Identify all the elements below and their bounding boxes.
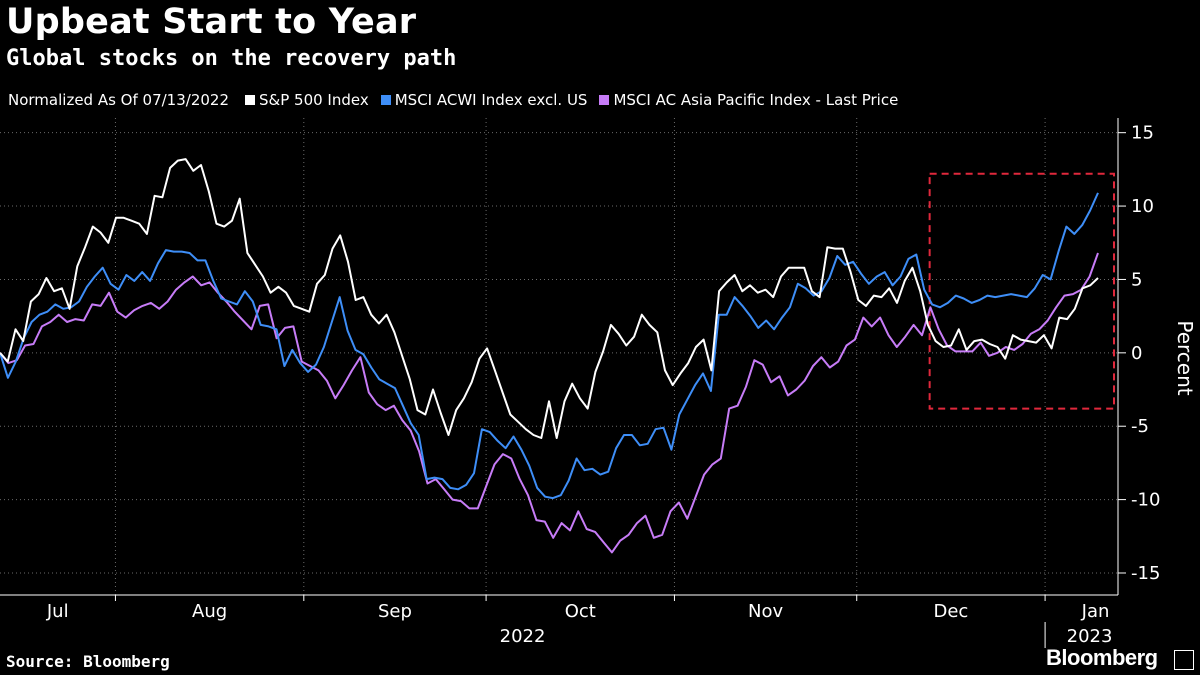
- x-tick-label: Nov: [748, 601, 783, 622]
- sp500-line: [0, 158, 1099, 439]
- source-note: Source: Bloomberg: [6, 652, 170, 671]
- y-tick-label: 10: [1131, 196, 1154, 217]
- highlight-box: [928, 172, 1115, 410]
- legend-label-asia: MSCI AC Asia Pacific Index - Last Price: [613, 91, 899, 109]
- x-tick-label: Sep: [378, 601, 412, 622]
- y-axis-label: Percent: [1173, 320, 1197, 395]
- chart-title: Upbeat Start to Year: [6, 2, 417, 42]
- terminal-icon: [1174, 650, 1194, 670]
- legend-label-sp500: S&P 500 Index: [259, 91, 369, 109]
- chart-subtitle: Global stocks on the recovery path: [6, 46, 457, 71]
- year-label: 2022: [500, 626, 546, 647]
- y-tick-label: 15: [1131, 123, 1154, 144]
- legend-note: Normalized As Of 07/13/2022: [8, 91, 229, 109]
- x-tick-label: Jul: [46, 601, 69, 622]
- y-tick-label: 5: [1131, 269, 1142, 290]
- asia-pacific-line: [0, 252, 1099, 554]
- bloomberg-logo: Bloomberg: [1046, 645, 1158, 670]
- legend-item-sp500[interactable]: S&P 500 Index: [245, 91, 369, 109]
- x-tick-label: Oct: [565, 601, 596, 622]
- y-tick-label: -10: [1131, 490, 1160, 511]
- legend-item-asia[interactable]: MSCI AC Asia Pacific Index - Last Price: [599, 91, 898, 109]
- y-tick-label: -15: [1131, 563, 1160, 584]
- legend: Normalized As Of 07/13/2022 S&P 500 Inde…: [8, 91, 910, 109]
- legend-swatch-sp500: [245, 95, 255, 105]
- acwi-line: [0, 192, 1099, 500]
- legend-item-acwi[interactable]: MSCI ACWI Index excl. US: [380, 91, 588, 109]
- legend-swatch-asia: [599, 95, 610, 105]
- legend-label-acwi: MSCI ACWI Index excl. US: [394, 91, 588, 109]
- x-tick-label: Jan: [1081, 601, 1110, 622]
- year-label: 2023: [1067, 626, 1113, 647]
- x-tick-label: Dec: [933, 601, 968, 622]
- legend-swatch-acwi: [380, 95, 391, 105]
- x-tick-label: Aug: [192, 601, 227, 622]
- y-tick-label: -5: [1131, 416, 1149, 437]
- y-tick-label: 0: [1131, 343, 1142, 364]
